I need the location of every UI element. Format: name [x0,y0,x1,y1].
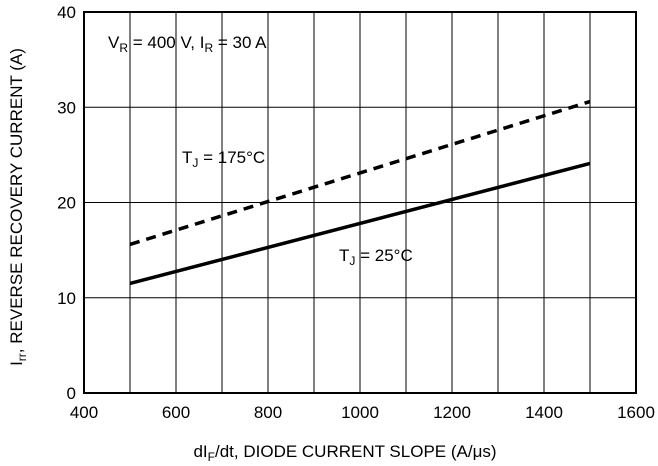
x-tick-label: 1400 [525,403,563,422]
t25-annotation: TJ = 25°C [339,246,413,268]
conditions-annotation: VR = 400 V, IR = 30 A [108,33,267,55]
series-layer [129,99,591,286]
series-line-25c [129,161,591,286]
x-tick-label: 1200 [433,403,471,422]
x-tick-label: 1600 [617,403,655,422]
t175-annotation: TJ = 175°C [182,148,265,170]
y-axis-title: Irr, REVERSE RECOVERY CURRENT (A) [7,48,29,366]
y-tick-label: 30 [57,98,76,117]
x-tick-label: 1000 [341,403,379,422]
plot-frame [83,11,637,394]
y-tick-label: 40 [57,3,76,22]
y-tick-label: 0 [67,384,76,403]
y-tick-label: 10 [57,289,76,308]
tick-labels: 400 600 800 1000 1200 1400 1600 0 10 20 30 40 [57,3,655,422]
x-tick-label: 400 [70,403,98,422]
grid [84,12,636,393]
series-line-175c [129,99,591,247]
x-tick-label: 800 [254,403,282,422]
x-axis-title: dIF/dt, DIODE CURRENT SLOPE (A/μs) [193,442,496,464]
x-tick-label: 600 [162,403,190,422]
y-tick-label: 20 [57,194,76,213]
